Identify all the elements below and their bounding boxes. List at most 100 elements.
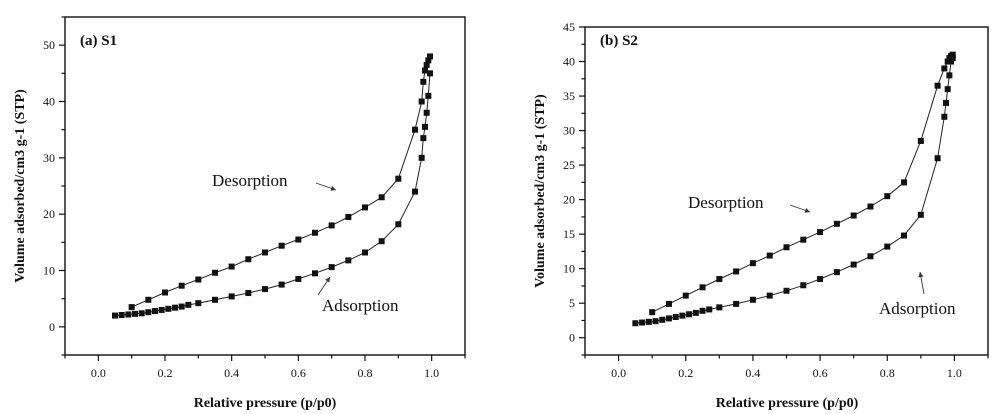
data-point (783, 287, 790, 294)
data-point (706, 306, 713, 313)
y-tick-label: 10 (563, 262, 575, 276)
x-tick-label: 0.2 (158, 366, 173, 380)
data-point (733, 300, 740, 307)
y-tick-label: 0 (49, 320, 55, 334)
data-point (195, 276, 202, 283)
data-point (682, 292, 689, 299)
data-point (686, 311, 693, 318)
data-point (672, 314, 679, 321)
series-desorption (649, 51, 956, 316)
y-tick-label: 30 (43, 151, 55, 165)
x-tick-label: 0.6 (291, 366, 306, 380)
x-tick-label: 0.0 (91, 366, 106, 380)
data-point (645, 318, 652, 325)
y-tick-label: 25 (563, 158, 575, 172)
data-point (639, 319, 646, 326)
data-point (884, 243, 891, 250)
chart-panel-a: 0.0 0.2 0.4 0.6 0.8 1.0 0 10 20 30 40 50 Relative pr… (13, 16, 466, 411)
data-point (692, 309, 699, 316)
data-point (716, 276, 723, 283)
data-point (946, 72, 953, 79)
data-point (901, 179, 908, 186)
annotation-adsorption: Adsorption (879, 299, 956, 318)
y-tick-label: 0 (569, 331, 575, 345)
data-point (679, 312, 686, 319)
data-point (800, 282, 807, 289)
data-point (423, 61, 430, 68)
data-point (378, 194, 385, 201)
data-point (941, 113, 948, 120)
data-point (362, 204, 368, 211)
y-tick-label: 15 (563, 227, 575, 241)
data-point (833, 269, 840, 276)
data-point (420, 78, 427, 85)
data-point (665, 300, 672, 307)
data-point (420, 135, 427, 142)
x-tick-label: 0.2 (678, 366, 693, 380)
x-tick-label: 0.4 (745, 366, 760, 380)
data-point (145, 309, 152, 316)
data-point (422, 67, 428, 74)
data-point (132, 310, 138, 317)
data-point (228, 293, 235, 300)
data-point (145, 296, 152, 303)
data-point (699, 284, 706, 291)
data-point (152, 308, 158, 315)
data-point (733, 268, 740, 275)
series-adsorption (112, 70, 433, 319)
series-adsorption (632, 55, 956, 327)
data-point (749, 296, 756, 303)
data-point (138, 310, 145, 317)
y-tick-label: 45 (563, 20, 575, 34)
data-point (118, 312, 125, 319)
y-tick-label: 50 (43, 38, 55, 52)
data-point (649, 309, 656, 316)
data-point (943, 99, 950, 106)
data-point (901, 232, 908, 239)
data-point (867, 203, 874, 210)
y-tick-label: 10 (43, 264, 55, 278)
data-point (850, 261, 857, 268)
x-tick-label: 0.4 (224, 366, 239, 380)
data-point (162, 289, 168, 296)
data-point (278, 281, 285, 288)
data-point (749, 260, 756, 267)
data-point (195, 300, 202, 307)
chart-panel-b: 0.0 0.2 0.4 0.6 0.8 1.0 0 5 10 15 20 25 30 35 40 45 Rela… (533, 20, 989, 411)
data-point (427, 53, 433, 60)
y-tick-label: 30 (563, 124, 575, 138)
data-point (345, 213, 352, 220)
data-point (867, 253, 874, 260)
data-point (228, 263, 235, 270)
data-point (378, 238, 385, 245)
x-tick-label: 1.0 (947, 366, 962, 380)
data-point (934, 155, 941, 162)
data-point (295, 236, 302, 243)
annotation-desorption: Desorption (688, 193, 764, 212)
data-point (659, 316, 666, 323)
data-point (178, 282, 185, 289)
x-tick-label: 0.8 (880, 366, 895, 380)
annotation-arrowhead (918, 272, 924, 278)
annotation-desorption: Desorption (212, 171, 288, 190)
series-line-adsorption (635, 57, 954, 324)
data-point (165, 305, 172, 312)
annotation-arrowhead (325, 277, 330, 283)
data-point (716, 304, 723, 311)
annotation-arrowhead (330, 186, 336, 191)
data-point (312, 270, 318, 277)
data-point (418, 154, 425, 161)
data-point (328, 264, 335, 271)
y-tick-label: 40 (563, 55, 575, 69)
x-tick-label: 1.0 (424, 366, 439, 380)
x-tick-label: 0.0 (611, 366, 626, 380)
data-point (262, 249, 268, 256)
annotation-adsorption: Adsorption (322, 296, 399, 315)
data-point (212, 269, 218, 276)
series-line-desorption (651, 54, 954, 313)
data-point (422, 123, 428, 130)
data-point (395, 175, 402, 182)
data-point (665, 315, 672, 322)
y-tick-label: 20 (563, 193, 575, 207)
